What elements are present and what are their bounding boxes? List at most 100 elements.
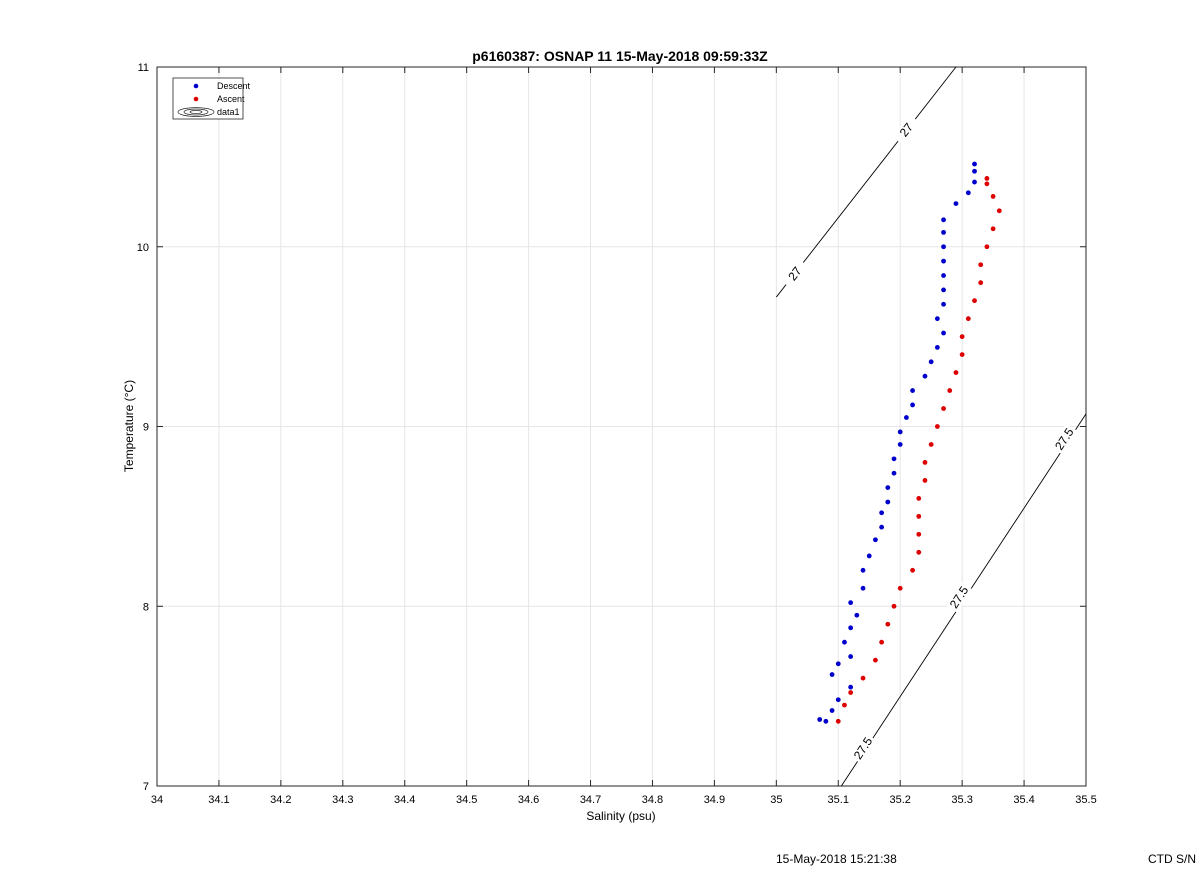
descent-point <box>873 537 878 543</box>
ascent-point <box>916 531 922 537</box>
isopycnal-label-bg <box>945 581 973 613</box>
ascent-point <box>922 478 928 483</box>
ascent-point <box>916 496 922 501</box>
descent-point <box>941 258 946 264</box>
isopycnal-label-bg <box>1050 423 1078 455</box>
x-tick-label: 35.3 <box>951 794 972 806</box>
x-tick-label: 35 <box>770 794 782 806</box>
ascent-point <box>842 702 847 708</box>
ascent-point <box>941 406 946 411</box>
ascent-point <box>897 585 903 591</box>
y-tick-label: 8 <box>143 601 149 613</box>
y-axis-label: Temperature (°C) <box>122 380 136 472</box>
descent-point <box>891 470 897 476</box>
descent-point <box>897 442 903 447</box>
x-tick-label: 34.5 <box>456 794 477 806</box>
legend-label-ascent: Ascent <box>217 94 245 104</box>
descent-point <box>972 179 977 185</box>
ascent-point <box>953 370 959 375</box>
ascent-point <box>885 621 891 627</box>
x-axis-label: Salinity (psu) <box>586 809 655 823</box>
x-tick-label: 34.8 <box>642 794 663 806</box>
descent-point <box>934 316 940 322</box>
x-tick-label: 34.2 <box>270 794 291 806</box>
descent-point <box>903 415 909 420</box>
descent-point <box>941 330 946 336</box>
x-tick-label: 35.1 <box>828 794 849 806</box>
ascent-point <box>972 298 977 304</box>
y-tick-label: 11 <box>138 62 149 74</box>
descent-point <box>910 402 915 408</box>
descent-point <box>922 373 928 379</box>
legend-label-data1: data1 <box>217 107 240 117</box>
descent-point <box>848 654 854 659</box>
x-tick-label: 34.9 <box>704 794 725 806</box>
ascent-point <box>879 639 885 645</box>
descent-point <box>817 717 823 722</box>
ascent-point <box>984 176 990 181</box>
descent-point <box>829 708 835 713</box>
ascent-point <box>965 316 971 322</box>
descent-point <box>829 672 835 677</box>
descent-point <box>897 429 903 435</box>
x-tick-label: 34.1 <box>208 794 229 806</box>
descent-point <box>941 244 946 250</box>
ascent-point <box>860 675 866 681</box>
descent-point <box>835 697 841 703</box>
descent-point <box>941 229 946 235</box>
descent-point <box>848 625 854 631</box>
descent-point <box>842 639 847 645</box>
footer-ctd-serial: CTD S/N <box>1148 852 1196 866</box>
descent-point <box>941 273 946 278</box>
isopycnal-line <box>775 66 957 298</box>
legend-marker-descent <box>193 83 199 89</box>
descent-point <box>972 168 977 174</box>
descent-point <box>941 301 946 307</box>
descent-point <box>860 567 866 573</box>
ascent-point <box>978 280 984 286</box>
descent-point <box>879 510 885 516</box>
legend: Descent Ascent data1 <box>172 77 251 120</box>
ascent-point <box>959 352 965 357</box>
descent-point <box>941 287 946 293</box>
legend-label-descent: Descent <box>217 81 251 91</box>
descent-point <box>953 201 959 207</box>
x-tick-label: 34.7 <box>580 794 601 806</box>
isopycnal-label-bg <box>849 732 877 764</box>
descent-point <box>860 585 866 591</box>
ascent-point <box>990 226 996 232</box>
descent-point <box>848 600 854 606</box>
ascent-point <box>891 603 897 609</box>
ascent-point <box>916 549 922 555</box>
footer-timestamp: 15-May-2018 15:21:38 <box>776 852 897 866</box>
y-tick-label: 7 <box>143 781 149 793</box>
y-tick-label: 10 <box>137 242 149 254</box>
descent-point <box>910 388 915 393</box>
ascent-point <box>996 208 1002 214</box>
descent-point <box>885 499 891 505</box>
descent-point <box>891 456 897 462</box>
ascent-point <box>873 657 878 663</box>
ascent-point <box>928 442 934 447</box>
ascent-point <box>910 567 915 573</box>
legend-marker-ascent <box>193 96 199 102</box>
x-tick-label: 34.4 <box>394 794 415 806</box>
descent-point <box>854 612 860 618</box>
descent-point <box>972 161 977 167</box>
ascent-point <box>984 244 990 250</box>
ascent-point <box>922 460 928 465</box>
x-tick-label: 34.6 <box>518 794 539 806</box>
data-series <box>817 161 1002 724</box>
ascent-point <box>959 334 965 340</box>
descent-point <box>934 345 940 350</box>
descent-point <box>823 718 829 724</box>
descent-point <box>928 359 934 365</box>
descent-point <box>885 485 891 491</box>
series-descent <box>817 161 977 724</box>
x-tick-label: 34 <box>151 794 163 806</box>
ascent-point <box>934 424 940 429</box>
descent-point <box>965 190 971 196</box>
ascent-point <box>978 262 984 268</box>
x-tick-label: 35.4 <box>1013 794 1034 806</box>
